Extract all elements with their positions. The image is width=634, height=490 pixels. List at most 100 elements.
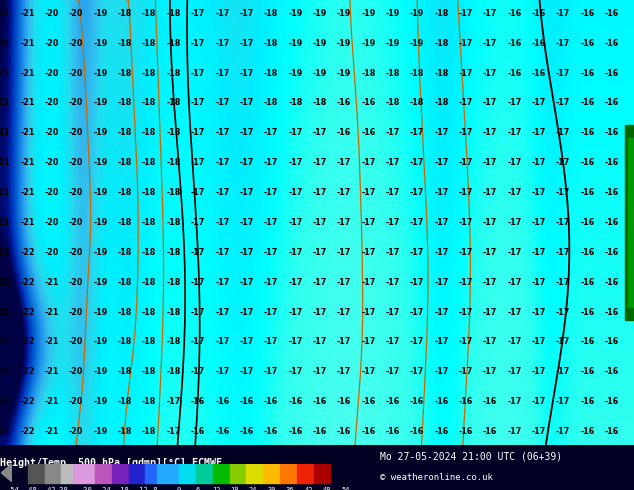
Text: -17: -17 [240,98,254,107]
Text: -17: -17 [385,218,400,227]
Text: -17: -17 [385,368,400,376]
Text: -17: -17 [385,338,400,346]
Text: -17: -17 [556,278,570,287]
Text: -20: -20 [69,278,84,287]
Text: -18: -18 [264,98,278,107]
Text: -21: -21 [44,278,59,287]
Text: -16: -16 [215,397,230,406]
Text: -19: -19 [93,128,108,137]
Text: -17: -17 [264,338,278,346]
Text: -17: -17 [434,158,448,167]
Text: -18: -18 [166,188,181,197]
Text: -17: -17 [264,158,278,167]
Text: -17: -17 [191,218,205,227]
Text: -20: -20 [69,368,84,376]
Text: -20: -20 [44,128,59,137]
Text: -17: -17 [288,248,302,257]
Text: -17: -17 [410,278,424,287]
Text: -18: -18 [166,278,181,287]
Text: -18: -18 [434,9,449,18]
Text: -17: -17 [215,278,230,287]
Text: -17: -17 [458,9,473,18]
Text: -16: -16 [532,69,546,77]
Text: -16: -16 [264,397,278,406]
Text: -16: -16 [580,248,595,257]
Text: -17: -17 [215,158,230,167]
Text: -17: -17 [337,218,351,227]
Text: 54: 54 [341,487,350,490]
Text: -17: -17 [215,218,230,227]
Text: -21: -21 [20,158,35,167]
Text: -22: -22 [0,248,10,257]
Text: -17: -17 [458,128,473,137]
Text: 0: 0 [177,487,181,490]
Text: -17: -17 [434,248,448,257]
Text: -19: -19 [93,98,108,107]
Text: -17: -17 [191,39,205,48]
Text: -16: -16 [605,69,619,77]
Text: -20: -20 [44,39,59,48]
Text: -16: -16 [191,427,205,436]
Text: -17: -17 [458,69,473,77]
Text: -22: -22 [20,248,35,257]
Text: -17: -17 [532,278,546,287]
Text: -18: -18 [166,218,181,227]
Text: -19: -19 [313,39,327,48]
Text: -19: -19 [410,9,424,18]
Text: -18: -18 [118,278,132,287]
Text: -17: -17 [288,218,302,227]
Text: -18: -18 [166,248,181,257]
Text: -20: -20 [69,128,84,137]
Text: -17: -17 [434,128,448,137]
Text: -30: -30 [81,487,93,490]
Text: -18: -18 [118,218,132,227]
Text: -20: -20 [44,69,59,77]
Text: -17: -17 [532,248,546,257]
Text: -16: -16 [410,427,424,436]
Text: -18: -18 [142,98,157,107]
Text: -17: -17 [532,158,546,167]
Text: -17: -17 [507,188,522,197]
Text: -20: -20 [69,39,84,48]
Text: -22: -22 [20,368,35,376]
Text: -16: -16 [434,427,448,436]
Text: -18: -18 [142,218,157,227]
Text: 6: 6 [195,487,200,490]
Text: -17: -17 [240,188,254,197]
Text: -54: -54 [6,487,19,490]
Text: -17: -17 [385,158,400,167]
Text: -22: -22 [0,338,10,346]
Text: -17: -17 [361,188,375,197]
Text: -19: -19 [288,9,302,18]
Text: -16: -16 [580,218,595,227]
Text: -17: -17 [240,218,254,227]
Text: -17: -17 [507,98,522,107]
Text: -17: -17 [361,158,375,167]
Text: -16: -16 [605,397,619,406]
Text: -17: -17 [215,308,230,317]
Text: -17: -17 [483,128,497,137]
Text: -22: -22 [0,278,10,287]
Text: -17: -17 [434,278,448,287]
Text: -16: -16 [337,427,351,436]
Text: -18: -18 [166,98,181,107]
Text: -18: -18 [118,39,132,48]
Text: -21: -21 [20,69,35,77]
Text: -19: -19 [93,188,108,197]
Text: -17: -17 [240,128,254,137]
Text: -18: -18 [166,368,181,376]
Text: -17: -17 [410,128,424,137]
Text: -17: -17 [410,188,424,197]
Text: -17: -17 [532,368,546,376]
Bar [625,124,634,320]
Text: -17: -17 [240,338,254,346]
Text: -16: -16 [507,69,522,77]
Text: -42: -42 [43,487,56,490]
Text: -17: -17 [240,9,254,18]
Text: -17: -17 [215,128,230,137]
Text: 24: 24 [249,487,257,490]
Text: 30: 30 [268,487,276,490]
Text: -12: -12 [136,487,148,490]
Text: -20: -20 [69,397,84,406]
Text: -16: -16 [337,128,351,137]
